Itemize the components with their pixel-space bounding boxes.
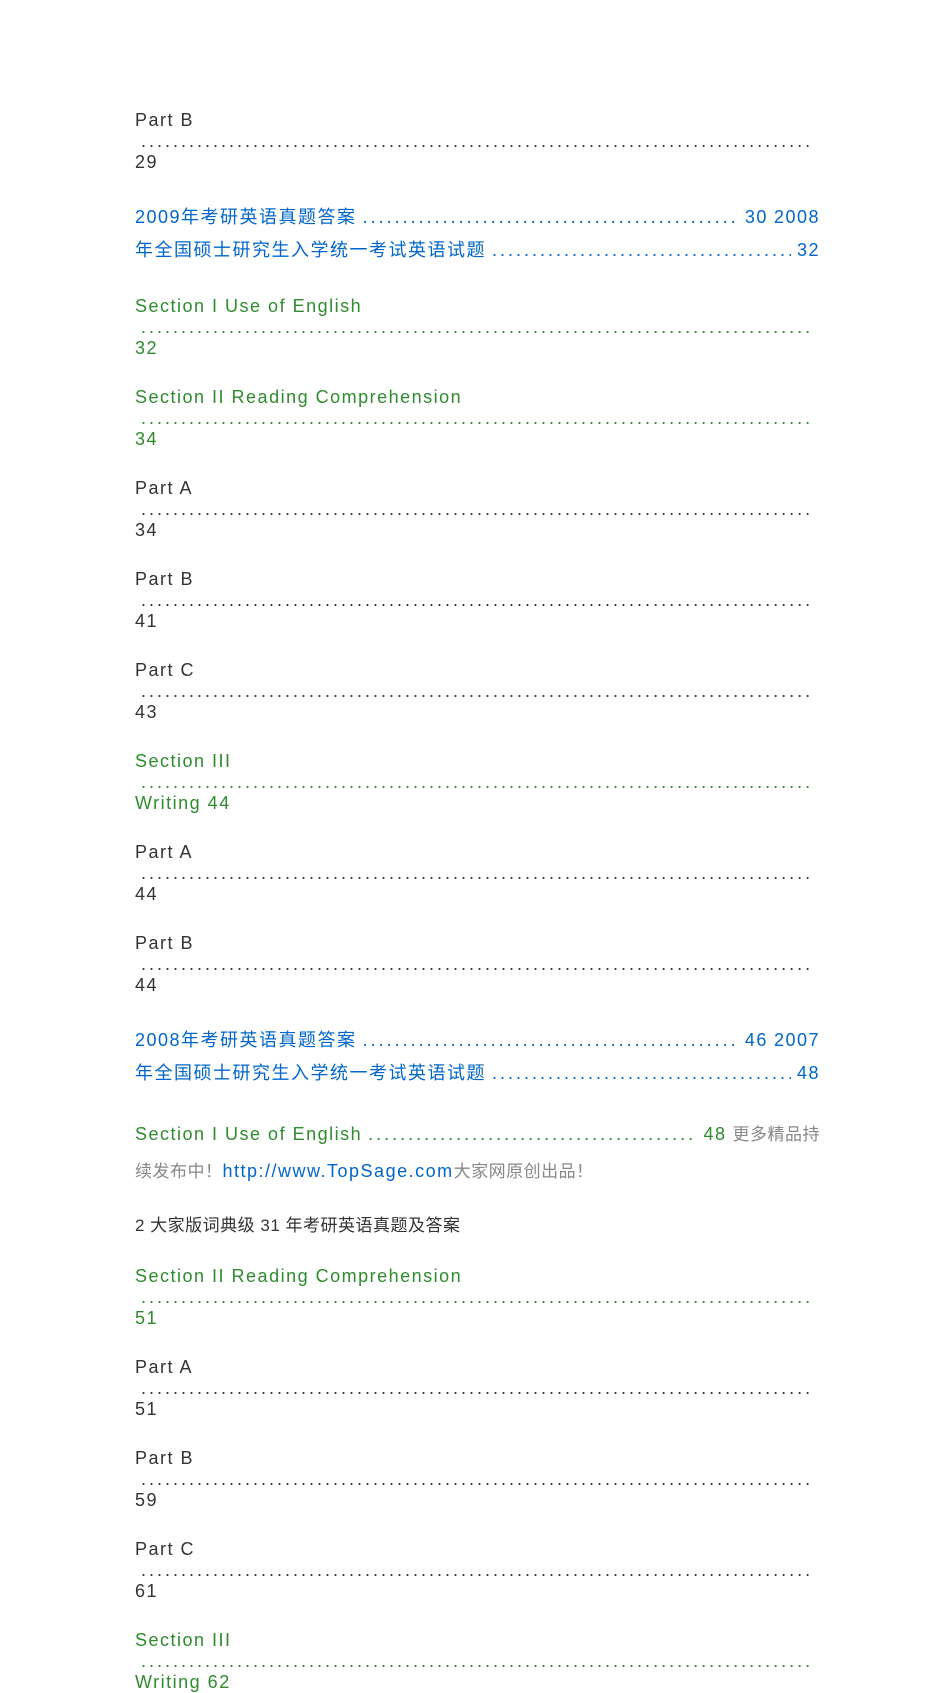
toc-page: 51: [135, 1399, 158, 1420]
toc-leader-dots: [141, 1469, 814, 1490]
footer-text: 大家网原创出品！: [454, 1156, 594, 1187]
toc-leader-dots: [141, 408, 814, 429]
toc-page: 34: [135, 520, 158, 541]
toc-label: Part B: [135, 110, 194, 131]
toc-leader-dots: [141, 681, 814, 702]
toc-leader-dots: [492, 1057, 791, 1090]
toc-entry: Section II Reading Comprehension 34: [135, 387, 820, 450]
footer-trail: 更多精品持: [733, 1119, 821, 1150]
toc-label: Section III: [135, 751, 232, 772]
toc-entry: Part C 43: [135, 660, 820, 723]
toc-entry: Section II Reading Comprehension 51: [135, 1266, 820, 1329]
toc-label: Part C: [135, 660, 195, 681]
toc-label: Part B: [135, 569, 194, 590]
toc-entry: Part A 34: [135, 478, 820, 541]
toc-entry: Part B 41: [135, 569, 820, 632]
toc-page: 34: [135, 429, 158, 450]
toc-leader-dots: [363, 201, 739, 234]
toc-label: Section III: [135, 1630, 232, 1651]
toc-label: Part C: [135, 1539, 195, 1560]
toc-label: 年全国硕士研究生入学统一考试英语试题: [135, 234, 486, 267]
toc-entry-mixed: Section I Use of English 48 更多精品持续发布中！ h…: [135, 1118, 820, 1189]
toc-leader-dots: [141, 954, 814, 975]
toc-trail: 2008: [774, 201, 820, 234]
toc-leader-dots: [141, 317, 814, 338]
toc-page: 29: [135, 152, 158, 173]
toc-leader-dots: [141, 590, 814, 611]
toc-entry-multiline: 2009年考研英语真题答案 30 2008年全国硕士研究生入学统一考试英语试题 …: [135, 201, 820, 268]
toc-page: 59: [135, 1490, 158, 1511]
toc-label: Section I Use of English: [135, 296, 362, 317]
toc-entry: Part A 44: [135, 842, 820, 905]
toc-label: Part A: [135, 842, 193, 863]
toc-entry: Part C 61: [135, 1539, 820, 1602]
toc-label: Section II Reading Comprehension: [135, 387, 462, 408]
toc-page: 43: [135, 702, 158, 723]
toc-page: 32: [797, 234, 820, 267]
toc-leader-dots: [368, 1118, 697, 1151]
toc-leader-dots: [492, 234, 791, 267]
toc-page: 44: [135, 884, 158, 905]
toc-leader-dots: [141, 499, 814, 520]
toc-label: Part A: [135, 1357, 193, 1378]
toc-entry: Section I Use of English 32: [135, 296, 820, 359]
toc-label: Part A: [135, 478, 193, 499]
toc-leader-dots: [141, 772, 814, 793]
toc-page: 32: [135, 338, 158, 359]
toc-leader-dots: [141, 1560, 814, 1581]
toc-label: 年全国硕士研究生入学统一考试英语试题: [135, 1057, 486, 1090]
toc-entry: Part A 51: [135, 1357, 820, 1420]
toc-label: Part B: [135, 933, 194, 954]
toc-label: Section I Use of English: [135, 1118, 362, 1151]
toc-page: 46: [745, 1024, 768, 1057]
toc-page: 51: [135, 1308, 158, 1329]
toc-page: 30: [745, 201, 768, 234]
toc-page: 61: [135, 1581, 158, 1602]
toc-leader-dots: [141, 863, 814, 884]
toc-page: Writing 62: [135, 1672, 231, 1693]
toc-page: 48: [797, 1057, 820, 1090]
toc-label: Section II Reading Comprehension: [135, 1266, 462, 1287]
footer-text: 续发布中！: [135, 1156, 223, 1187]
toc-entry: Part B 29: [135, 110, 820, 173]
toc-leader-dots: [141, 1287, 814, 1308]
toc-entry: Part B 44: [135, 933, 820, 996]
toc-entry: Part B 59: [135, 1448, 820, 1511]
toc-label: Part B: [135, 1448, 194, 1469]
toc-leader-dots: [141, 1378, 814, 1399]
footer-url[interactable]: http://www.TopSage.com: [223, 1155, 454, 1188]
toc-page: 48: [703, 1118, 726, 1151]
toc-leader-dots: [141, 131, 814, 152]
toc-label: 2008年考研英语真题答案: [135, 1024, 357, 1057]
toc-page: 44: [135, 975, 158, 996]
toc-label: 2009年考研英语真题答案: [135, 201, 357, 234]
toc-leader-dots: [141, 1651, 814, 1672]
toc-leader-dots: [363, 1024, 739, 1057]
toc-container: Part B 29 2009年考研英语真题答案 30 2008 年全国硕士研究生入学…: [135, 110, 820, 1693]
page-note: 2 大家版词典级 31 年考研英语真题及答案: [135, 1211, 820, 1236]
toc-page: Writing 44: [135, 793, 231, 814]
toc-entry: Section III Writing 62: [135, 1630, 820, 1693]
toc-entry: Section III Writing 44: [135, 751, 820, 814]
toc-entry-multiline: 2008年考研英语真题答案 46 2007年全国硕士研究生入学统一考试英语试题 …: [135, 1024, 820, 1091]
toc-trail: 2007: [774, 1024, 820, 1057]
toc-page: 41: [135, 611, 158, 632]
